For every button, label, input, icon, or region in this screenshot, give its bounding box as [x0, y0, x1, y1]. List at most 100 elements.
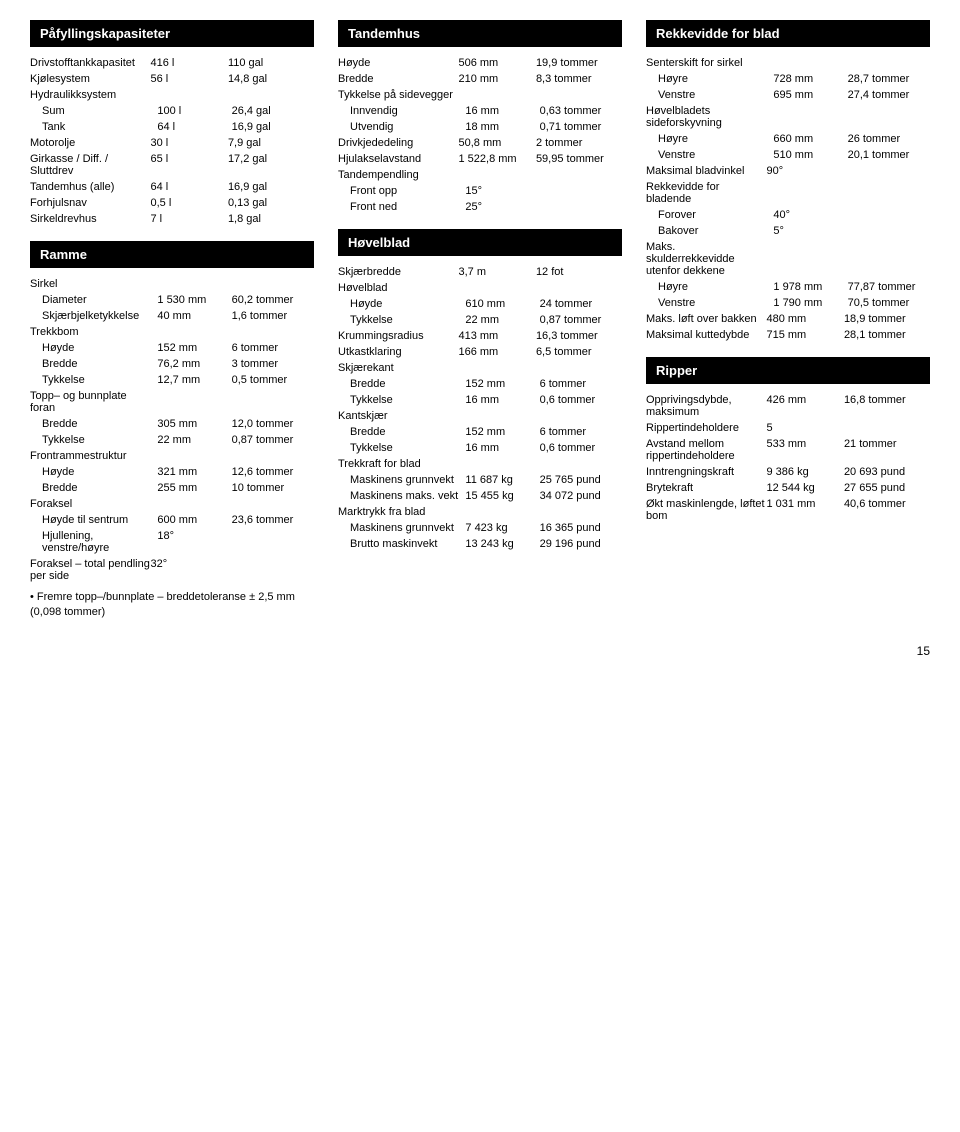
row-label: Tykkelse [30, 374, 157, 386]
row-value-2: 77,87 tommer [848, 281, 930, 293]
row-label: Sirkeldrevhus [30, 213, 150, 225]
row-value-1: 416 l [150, 57, 227, 69]
row-value-1 [458, 362, 535, 374]
row-label: Bredde [338, 378, 465, 390]
row-label: Senterskift for sirkel [646, 57, 766, 69]
row-value-1: 64 l [157, 121, 231, 133]
row-value-2: 14,8 gal [228, 73, 314, 85]
row-value-1: 100 l [157, 105, 231, 117]
table-row: Diameter1 530 mm60,2 tommer [30, 292, 314, 308]
table-row: Høyde506 mm19,9 tommer [338, 55, 622, 71]
row-label: Maskinens grunnvekt [338, 474, 465, 486]
row-label: Høyde [30, 466, 157, 478]
row-value-2: 12,6 tommer [232, 466, 314, 478]
table-row: Maskinens grunnvekt7 423 kg16 365 pund [338, 520, 622, 536]
table-row: Sirkeldrevhus7 l1,8 gal [30, 211, 314, 227]
row-label: Økt maskinlengde, løftet bom [646, 498, 766, 522]
row-value-2 [228, 278, 314, 290]
row-value-1: 1 522,8 mm [458, 153, 535, 165]
row-label: Tykkelse [338, 394, 465, 406]
row-label: Kjølesystem [30, 73, 150, 85]
row-value-1: 5° [773, 225, 847, 237]
row-value-2 [844, 241, 930, 277]
row-label: Høvelbladets sideforskyvning [646, 105, 766, 129]
row-value-1: 25° [465, 201, 539, 213]
table-row: Forover40° [646, 207, 930, 223]
table-row: Opprivingsdybde, maksimum426 mm16,8 tomm… [646, 392, 930, 420]
row-value-1: 7 423 kg [465, 522, 539, 534]
row-label: Bredde [30, 482, 157, 494]
table-row: Tykkelse på sidevegger [338, 87, 622, 103]
table-row: Utvendig18 mm0,71 tommer [338, 119, 622, 135]
row-label: Avstand mellom rippertindeholdere [646, 438, 766, 462]
row-value-2 [228, 558, 314, 582]
row-label: Maks. skulderrekkevidde utenfor dekkene [646, 241, 766, 277]
row-label: Tykkelse [30, 434, 157, 446]
table-row: Forhjulsnav0,5 l0,13 gal [30, 195, 314, 211]
table-row: Maksimal bladvinkel90° [646, 163, 930, 179]
row-label: Tykkelse på sidevegger [338, 89, 458, 101]
row-value-1: 13 243 kg [465, 538, 539, 550]
table-row: Høvelbladets sideforskyvning [646, 103, 930, 131]
row-value-1: 40 mm [157, 310, 231, 322]
table-row: Høyde321 mm12,6 tommer [30, 464, 314, 480]
row-label: Trekkbom [30, 326, 150, 338]
table-row: Sirkel [30, 276, 314, 292]
row-value-2 [844, 57, 930, 69]
row-value-2: 23,6 tommer [232, 514, 314, 526]
row-value-2: 3 tommer [232, 358, 314, 370]
table-row: Avstand mellom rippertindeholdere533 mm2… [646, 436, 930, 464]
row-label: Bredde [30, 418, 157, 430]
table-row: Skjærekant [338, 360, 622, 376]
row-value-2: 0,5 tommer [232, 374, 314, 386]
row-value-1: 16 mm [465, 442, 539, 454]
row-label: Tank [30, 121, 157, 133]
row-value-1: 610 mm [465, 298, 539, 310]
row-value-1: 715 mm [766, 329, 843, 341]
row-label: Foraksel – total pendling per side [30, 558, 150, 582]
table-row: Front opp15° [338, 183, 622, 199]
row-label: Motorolje [30, 137, 150, 149]
row-value-2 [848, 225, 930, 237]
columns-container: PåfyllingskapasiteterDrivstofftankkapasi… [30, 20, 930, 620]
row-value-2 [536, 362, 622, 374]
table-row: Trekkraft for blad [338, 456, 622, 472]
row-value-1: 152 mm [157, 342, 231, 354]
row-value-1 [150, 278, 227, 290]
row-label: Bredde [338, 73, 458, 85]
row-label: Brutto maskinvekt [338, 538, 465, 550]
row-value-1: 480 mm [766, 313, 843, 325]
row-value-2: 8,3 tommer [536, 73, 622, 85]
row-value-1 [766, 57, 843, 69]
row-value-1: 7 l [150, 213, 227, 225]
row-value-2 [228, 390, 314, 414]
row-value-2 [536, 506, 622, 518]
row-value-2: 27,4 tommer [848, 89, 930, 101]
table-row: Foraksel [30, 496, 314, 512]
row-label: Forhjulsnav [30, 197, 150, 209]
row-label: Bredde [30, 358, 157, 370]
table-row: Inntrengningskraft9 386 kg20 693 pund [646, 464, 930, 480]
row-value-1 [458, 169, 535, 181]
row-value-1: 50,8 mm [458, 137, 535, 149]
row-value-2: 0,13 gal [228, 197, 314, 209]
table-row: Foraksel – total pendling per side32° [30, 556, 314, 584]
row-label: Innvendig [338, 105, 465, 117]
table-row: Maskinens maks. vekt15 455 kg34 072 pund [338, 488, 622, 504]
row-value-1 [150, 498, 227, 510]
section-heading: Ripper [646, 357, 930, 384]
row-value-1: 305 mm [157, 418, 231, 430]
row-value-1: 695 mm [773, 89, 847, 101]
table-row: Skjærbredde3,7 m12 fot [338, 264, 622, 280]
table-row: Tykkelse22 mm0,87 tommer [338, 312, 622, 328]
table-row: Bredde76,2 mm3 tommer [30, 356, 314, 372]
row-value-2: 18,9 tommer [844, 313, 930, 325]
row-label: Inntrengningskraft [646, 466, 766, 478]
table-row: Trekkbom [30, 324, 314, 340]
table-row: Brutto maskinvekt13 243 kg29 196 pund [338, 536, 622, 552]
row-value-2 [232, 530, 314, 554]
table-row: Høyde610 mm24 tommer [338, 296, 622, 312]
row-value-1 [458, 458, 535, 470]
row-value-2 [844, 165, 930, 177]
row-value-1: 166 mm [458, 346, 535, 358]
